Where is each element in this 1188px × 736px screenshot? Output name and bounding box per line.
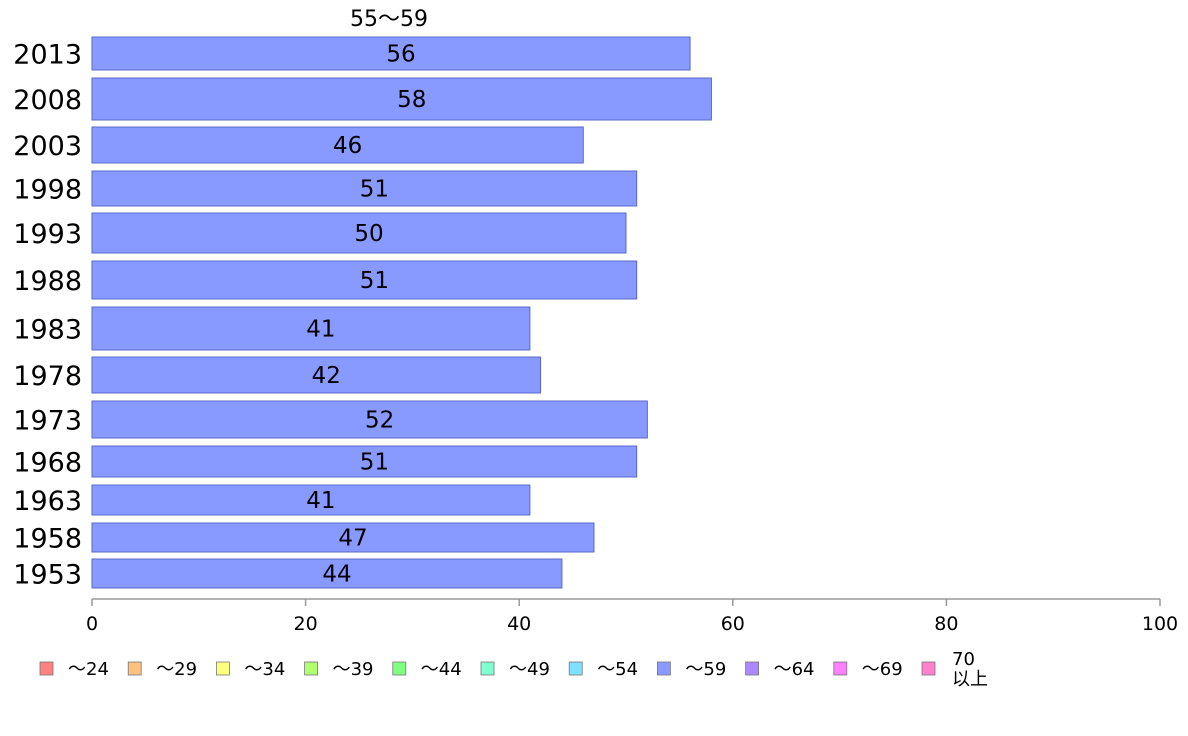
x-axis: 0 20 40 60 80 100: [86, 598, 1178, 635]
legend-swatch: [745, 661, 759, 676]
bars: [91, 36, 712, 589]
bar-1983: [91, 306, 531, 351]
legend-label: 〜49: [509, 659, 550, 680]
x-tick-label: 0: [86, 613, 98, 635]
legend-label: 70 以上: [952, 649, 988, 690]
y-tick-label: 1978: [13, 361, 82, 392]
series-header-label: 55〜59: [350, 7, 428, 32]
bar-value-label: 58: [397, 87, 426, 113]
bar-value-label: 41: [306, 488, 335, 514]
x-tick-label: 100: [1142, 613, 1178, 635]
y-tick-label: 1968: [13, 448, 82, 479]
y-tick-label: 1958: [13, 524, 82, 555]
legend: 〜24 〜29 〜34 〜39 〜44 〜49 〜54 〜59 〜64 〜69 70 以上: [39, 649, 988, 690]
y-tick-label: 1973: [13, 406, 82, 437]
legend-swatch: [921, 661, 936, 676]
bar-1958: [91, 522, 595, 553]
legend-label: 〜54: [597, 659, 638, 680]
bar-value-label: 42: [312, 363, 341, 389]
legend-label: 〜69: [862, 659, 903, 680]
bar-value-label: 51: [360, 177, 389, 203]
legend-label: 〜34: [244, 659, 285, 680]
bar-value-label: 46: [333, 133, 362, 159]
legend-label: 〜39: [333, 659, 374, 680]
y-tick-label: 1983: [13, 315, 82, 346]
legend-label: 〜24: [68, 659, 109, 680]
x-tick-label: 60: [721, 613, 745, 635]
bar-value-label: 51: [360, 450, 389, 476]
bar-value-label: 56: [386, 42, 415, 68]
y-tick-label: 1998: [13, 175, 82, 206]
bar-1993: [91, 212, 627, 254]
y-tick-label: 2013: [13, 40, 82, 71]
y-tick-label: 1993: [13, 219, 82, 250]
legend-label: 〜64: [774, 659, 815, 680]
x-tick-label: 20: [294, 613, 318, 635]
bar-value-label: 50: [354, 221, 383, 247]
bar-2003: [91, 126, 584, 164]
legend-label: 〜59: [685, 659, 726, 680]
bar-1978: [91, 356, 542, 394]
bar-value-label: 51: [360, 268, 389, 294]
y-tick-label: 2008: [13, 85, 82, 116]
legend-swatch: [657, 661, 671, 676]
legend-swatch: [480, 661, 495, 676]
y-axis-labels: 2013 2008 2003 1998 1993 1988 1983 1978 1973 1968…: [13, 40, 82, 591]
bar-value-label: 47: [338, 526, 367, 552]
legend-swatch: [39, 661, 54, 676]
y-tick-label: 1953: [13, 560, 82, 591]
legend-swatch: [392, 661, 407, 676]
legend-swatch: [215, 661, 230, 676]
x-tick-label: 80: [934, 613, 958, 635]
bar-2008: [91, 77, 712, 121]
bar-value-label: 52: [365, 408, 394, 434]
bar-1968: [91, 445, 638, 478]
bar-2013: [91, 36, 691, 71]
legend-label: 〜29: [156, 659, 197, 680]
bar-value-label: 44: [322, 562, 351, 588]
y-tick-label: 2003: [13, 131, 82, 162]
legend-swatch: [304, 661, 319, 676]
legend-swatch: [127, 661, 142, 676]
bar-1973: [91, 400, 648, 439]
y-tick-label: 1963: [13, 486, 82, 517]
x-tick-label: 40: [507, 613, 531, 635]
legend-label: 〜44: [421, 659, 462, 680]
legend-swatch: [833, 661, 848, 676]
bar-value-label: 41: [306, 317, 335, 343]
bar-1988: [91, 260, 638, 300]
y-tick-label: 1988: [13, 266, 82, 297]
legend-swatch: [568, 661, 583, 676]
bar-1963: [91, 484, 531, 516]
bar-1998: [91, 170, 638, 207]
bar-1953: [91, 558, 563, 589]
